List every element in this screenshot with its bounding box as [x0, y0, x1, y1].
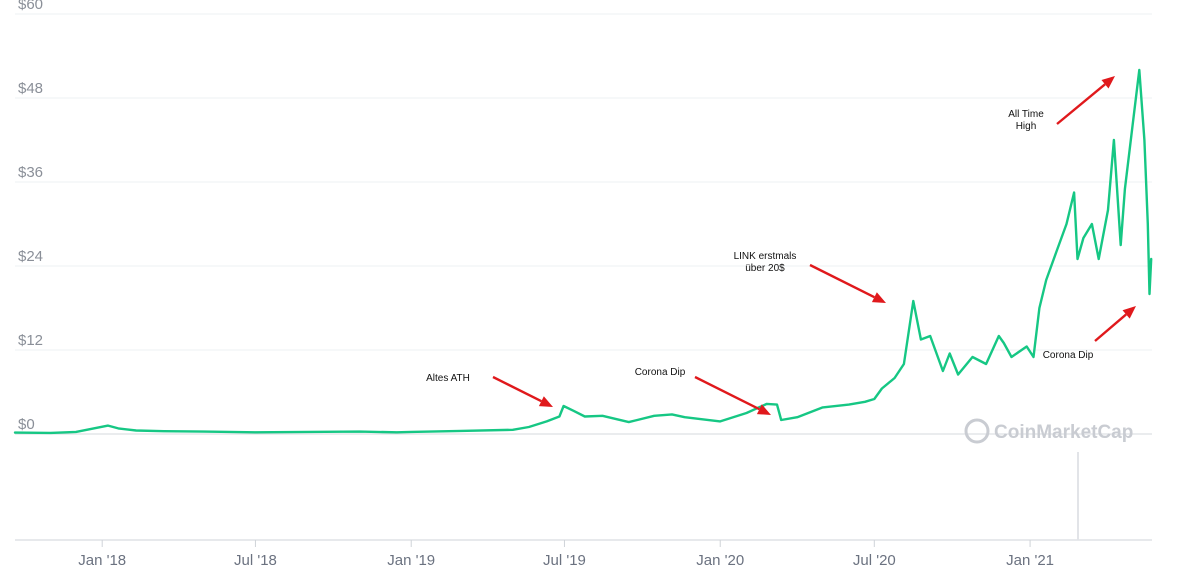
annotation-label: Altes ATH: [426, 373, 470, 384]
x-tick-label: Jul '18: [234, 552, 277, 569]
coinmarketcap-logo-icon: [964, 418, 990, 444]
annotation-label: LINK erstmals: [734, 251, 797, 262]
annotation-arrow-head-icon: [538, 396, 553, 407]
annotation-label: über 20$: [745, 263, 785, 274]
y-tick-label: $48: [18, 80, 43, 97]
x-tick-label: Jul '19: [543, 552, 586, 569]
watermark-text: CoinMarketCap: [994, 422, 1133, 443]
annotation-arrow-head-icon: [1122, 306, 1136, 319]
y-tick-label: $60: [18, 0, 43, 13]
y-tick-label: $24: [18, 248, 43, 265]
y-tick-label: $12: [18, 332, 43, 349]
annotation-arrow-shaft: [492, 375, 542, 403]
gridlines: [15, 13, 1152, 435]
x-axis: Jan '18 Jul '18 Jan '19 Jul '19 Jan '20 Jul '…: [15, 539, 1152, 569]
annotation-label: High: [1016, 121, 1037, 132]
annotation-arrow-shaft: [694, 375, 760, 411]
x-tick-label: Jan '18: [78, 552, 126, 569]
annotation-arrow-head-icon: [756, 404, 771, 415]
x-tick-label: Jan '19: [387, 552, 435, 569]
coinmarketcap-watermark: CoinMarketCap: [964, 418, 1133, 444]
x-tick-label: Jan '20: [696, 552, 744, 569]
annotation: Altes ATH: [426, 373, 553, 407]
y-axis: $0 $12 $24 $36 $48 $60: [18, 0, 43, 433]
annotation: Corona Dip: [635, 367, 771, 415]
annotation-arrow-head-icon: [1101, 76, 1115, 89]
annotation-arrow-shaft: [1094, 313, 1127, 342]
x-tick-label: Jan '21: [1006, 552, 1054, 569]
annotation-arrow-shaft: [809, 263, 875, 299]
annotation-label: All Time: [1008, 109, 1044, 120]
x-tick-label: Jul '20: [853, 552, 896, 569]
annotation-arrow-head-icon: [871, 292, 886, 303]
annotation-arrow-shaft: [1056, 83, 1106, 125]
annotation: Corona Dip: [1043, 306, 1136, 361]
annotation-label: Corona Dip: [1043, 350, 1094, 361]
y-tick-label: $0: [18, 416, 35, 433]
annotation-label: Corona Dip: [635, 367, 686, 378]
y-tick-label: $36: [18, 164, 43, 181]
series-line: [13, 68, 1153, 435]
